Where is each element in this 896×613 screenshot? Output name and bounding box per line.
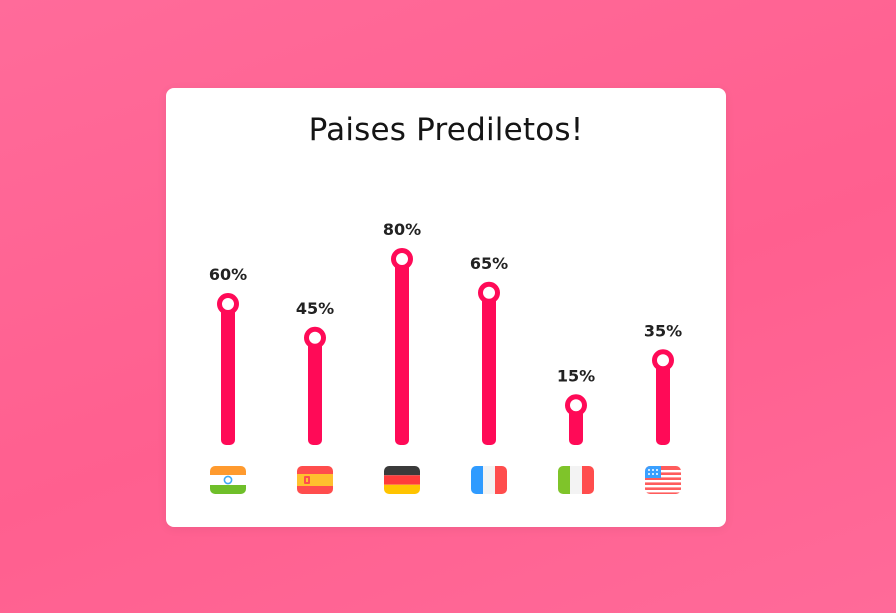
data-label: 80% (383, 220, 421, 239)
bar-knob (478, 281, 500, 304)
bar-knob (652, 349, 674, 372)
bar-knob (304, 326, 326, 349)
bar-france (482, 292, 496, 445)
bar-usa (656, 360, 670, 445)
italy-flag-icon (558, 466, 594, 494)
bar-knob (391, 248, 413, 270)
germany-flag-icon (384, 466, 420, 494)
bars-group: 60% 45% 80% 65% 15% 35% (209, 220, 682, 445)
usa-flag-icon (645, 466, 681, 494)
bar-knob (565, 394, 587, 417)
data-label: 15% (557, 366, 595, 385)
bar-chart: 60% 45% 80% 65% 15% 35% (209, 220, 682, 494)
india-flag-icon (210, 466, 246, 494)
chart-card: Paises Prediletos! 60% 45% 80% 65% 15% 35% (166, 88, 726, 527)
bar-india (221, 304, 235, 445)
bar-spain (308, 337, 322, 445)
bar-germany (395, 259, 409, 445)
flags-group (210, 466, 681, 494)
data-label: 35% (644, 321, 682, 340)
data-label: 65% (470, 254, 508, 273)
france-flag-icon (471, 466, 507, 494)
data-label: 45% (296, 299, 334, 318)
data-label: 60% (209, 265, 247, 284)
bar-knob (217, 293, 239, 315)
spain-flag-icon (297, 466, 333, 494)
chart-title: Paises Prediletos! (308, 112, 584, 148)
